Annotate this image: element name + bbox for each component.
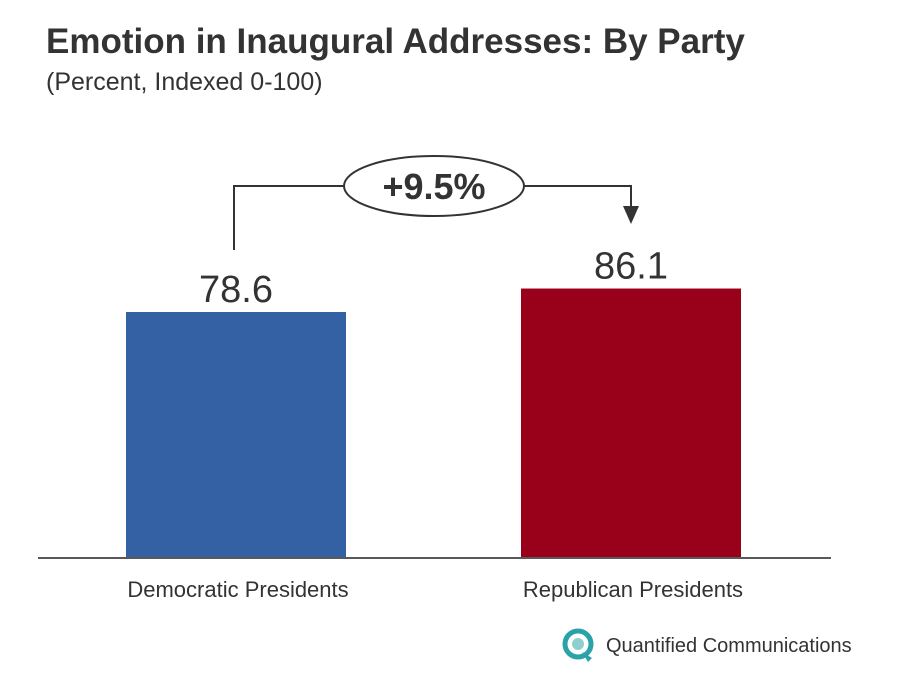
chart-subtitle: (Percent, Indexed 0-100) — [46, 68, 323, 96]
quantified-communications-logo-icon — [562, 628, 594, 662]
difference-annotation: +9.5% — [233, 155, 639, 250]
category-label: Republican Presidents — [523, 577, 743, 602]
brand-name: Quantified Communications — [606, 634, 852, 657]
category-label: Democratic Presidents — [127, 577, 348, 602]
bar-republican — [521, 288, 741, 558]
annotation-ellipse — [343, 155, 525, 217]
data-label: 86.1 — [594, 246, 668, 288]
chart-title: Emotion in Inaugural Addresses: By Party — [46, 22, 745, 61]
annotation-connector — [233, 185, 632, 250]
bar-democratic — [126, 312, 346, 558]
brand-logo: Quantified Communications — [562, 628, 852, 664]
annotation-label: +9.5% — [382, 166, 485, 207]
arrow-down-icon — [623, 206, 639, 224]
data-label: 78.6 — [199, 269, 273, 311]
